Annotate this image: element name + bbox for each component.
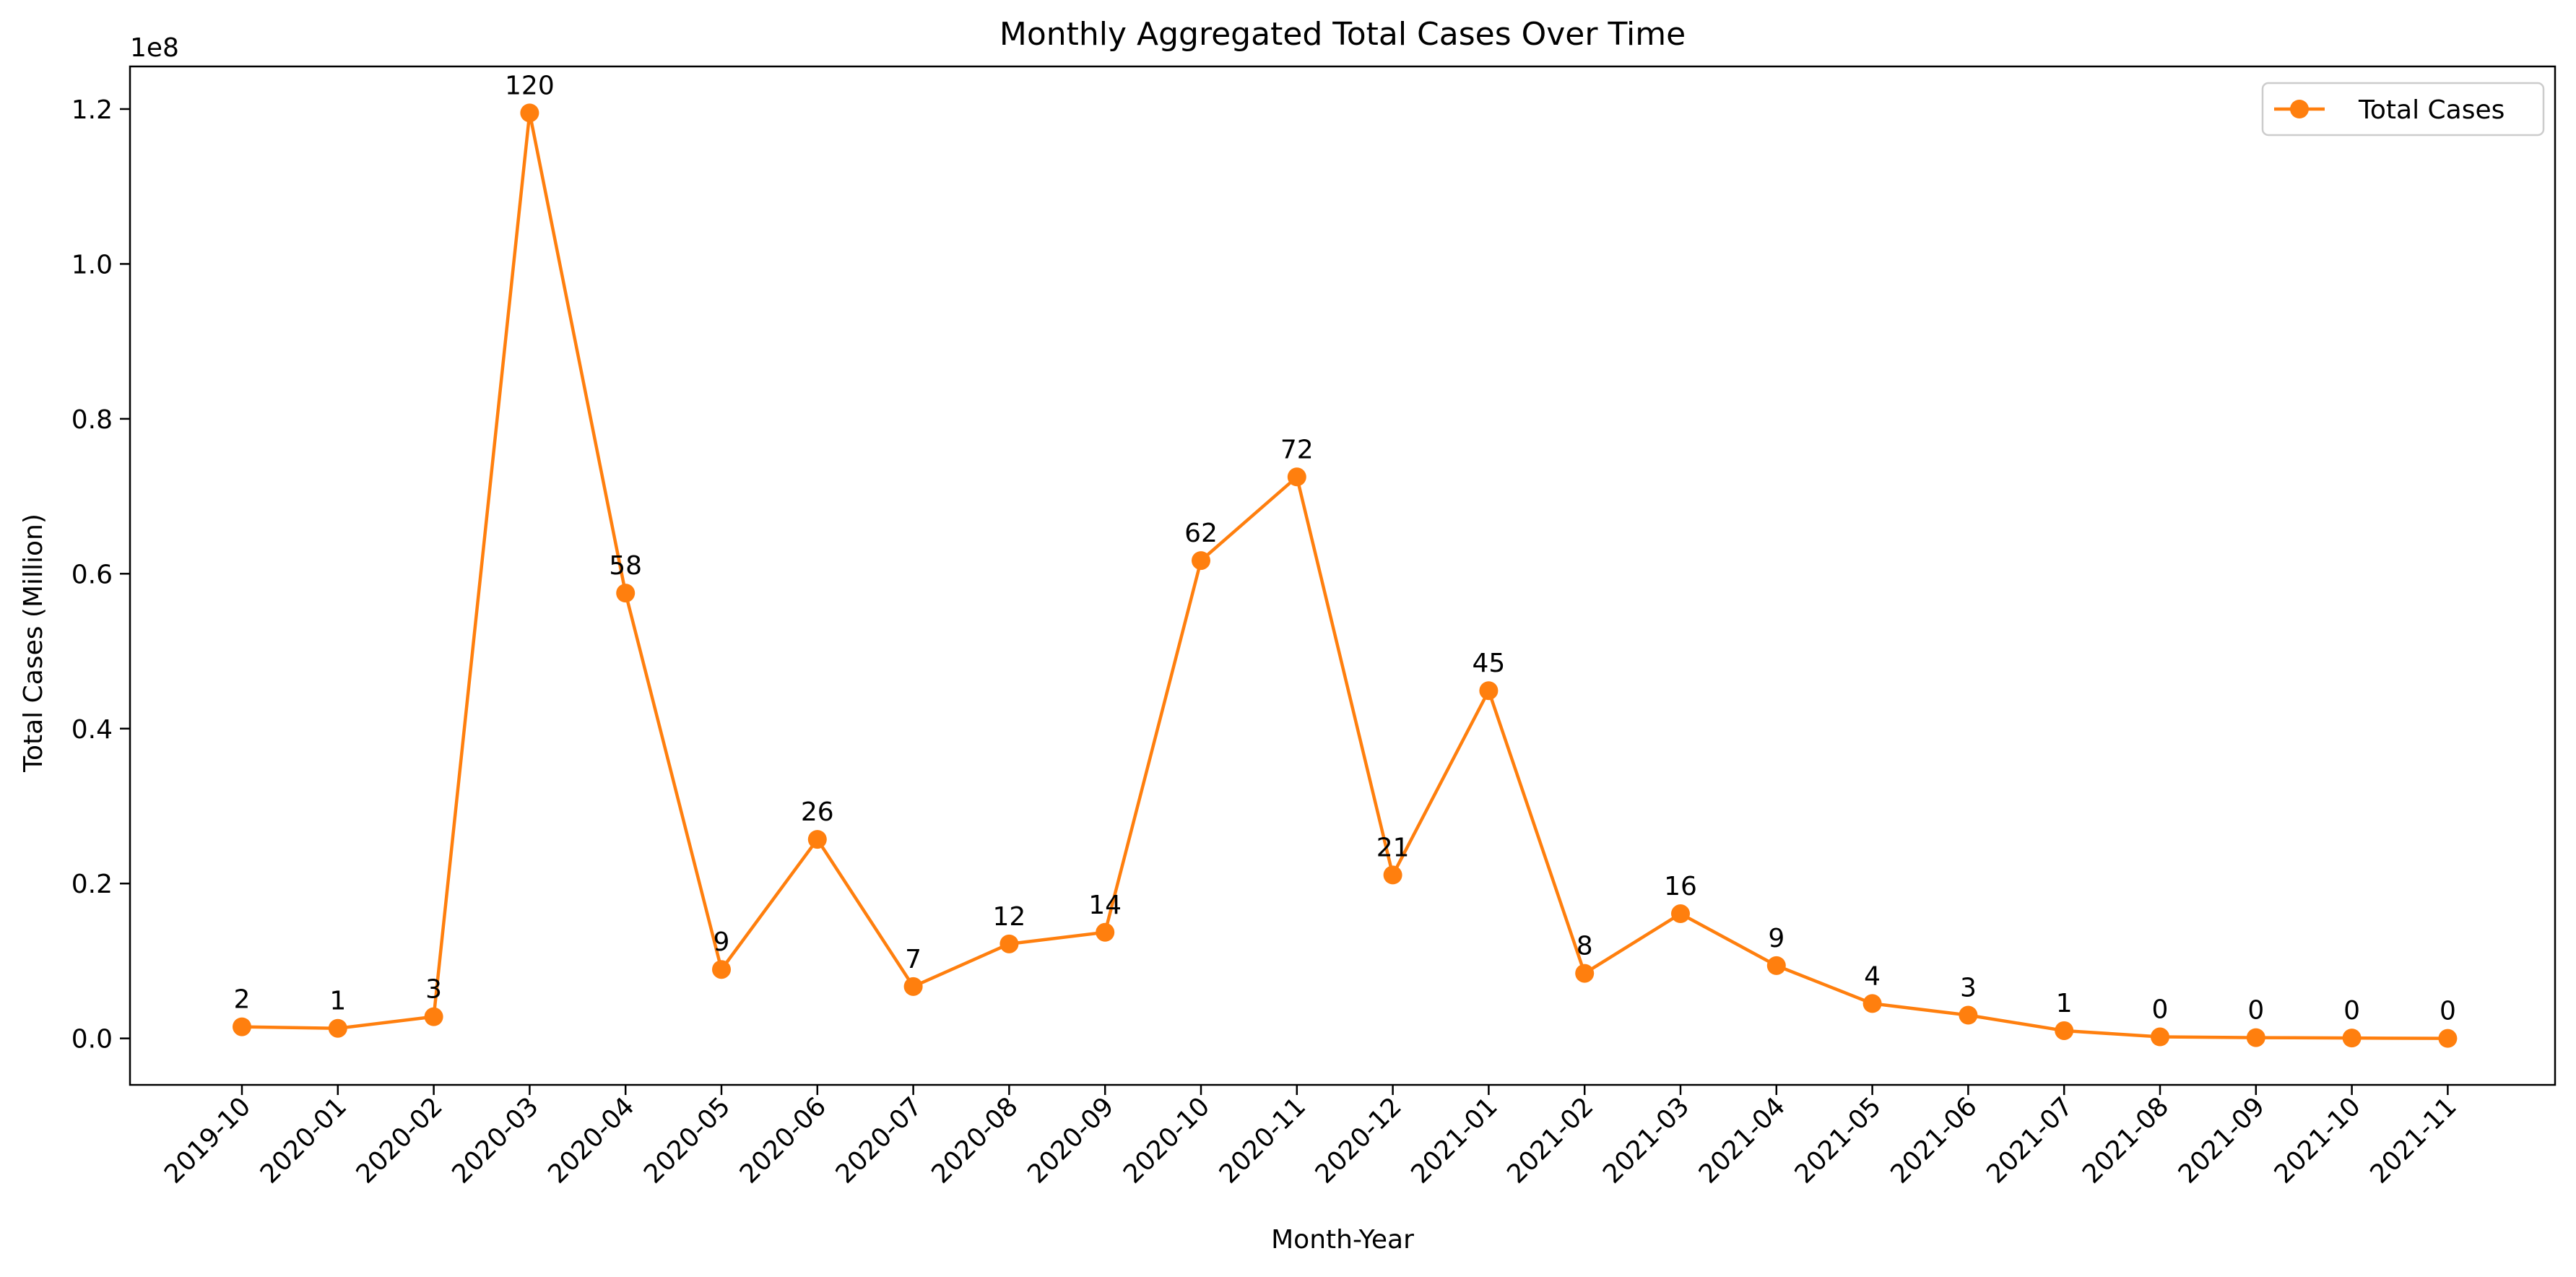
y-tick-label: 0.2: [71, 870, 113, 899]
data-label: 12: [992, 902, 1025, 932]
data-point: [1862, 994, 1882, 1013]
data-point: [1766, 956, 1786, 975]
data-label: 0: [2152, 995, 2169, 1025]
data-point: [520, 103, 539, 123]
data-label: 0: [2247, 996, 2264, 1026]
data-point: [1959, 1005, 1978, 1025]
y-axis-label: Total Cases (Million): [19, 514, 48, 773]
data-point: [999, 934, 1019, 953]
y-tick-label: 0.6: [71, 560, 113, 589]
legend-label: Total Cases: [2358, 95, 2505, 125]
legend-marker: [2290, 100, 2309, 118]
y-tick-label: 0.0: [71, 1025, 113, 1055]
data-label: 62: [1184, 519, 1218, 548]
data-point: [1479, 681, 1499, 701]
data-point: [2342, 1029, 2362, 1048]
data-label: 72: [1280, 435, 1314, 464]
data-point: [1096, 922, 1115, 942]
data-point: [903, 977, 923, 996]
data-label: 9: [714, 927, 730, 957]
x-axis-label: Month-Year: [1271, 1225, 1414, 1255]
data-point: [2246, 1028, 2265, 1047]
data-label: 0: [2343, 996, 2360, 1026]
legend-box: [2261, 82, 2545, 137]
data-label: 7: [905, 945, 921, 974]
data-point: [2438, 1029, 2458, 1048]
data-label: 8: [1577, 932, 1593, 961]
data-label: 120: [505, 71, 555, 100]
y-tick-label: 1.0: [71, 250, 113, 280]
data-point: [1192, 551, 1210, 571]
y-axis-offset-label: 1e8: [130, 33, 179, 63]
y-tick-label: 0.8: [71, 405, 113, 435]
data-label: 21: [1376, 833, 1410, 862]
data-point: [1287, 467, 1306, 487]
data-point: [1671, 904, 1690, 924]
data-label: 4: [1864, 961, 1881, 991]
chart-title: Monthly Aggregated Total Cases Over Time: [999, 16, 1686, 53]
data-point: [424, 1007, 443, 1026]
data-point: [1383, 865, 1402, 885]
series-line: [241, 111, 2448, 1040]
data-label: 45: [1472, 649, 1505, 678]
y-tick-label: 1.2: [71, 95, 113, 125]
data-label: 1: [2056, 989, 2073, 1018]
data-label: 1: [329, 987, 346, 1016]
data-label: 3: [1960, 973, 1977, 1003]
data-point: [807, 830, 827, 849]
data-point: [2151, 1027, 2169, 1047]
data-label: 58: [609, 551, 642, 581]
data-point: [233, 1017, 251, 1036]
y-tick-label: 0.4: [71, 715, 113, 745]
data-point: [2055, 1021, 2074, 1040]
data-point: [712, 960, 731, 979]
data-label: 9: [1768, 924, 1784, 953]
data-label: 16: [1664, 872, 1697, 901]
data-label: 0: [2440, 997, 2456, 1026]
data-point: [328, 1018, 347, 1038]
plot-frame: [129, 65, 2557, 1086]
data-point: [616, 584, 636, 603]
data-label: 26: [801, 797, 834, 827]
data-label: 3: [425, 975, 442, 1005]
data-point: [1575, 964, 1595, 983]
data-label: 14: [1088, 891, 1122, 920]
data-label: 2: [234, 985, 251, 1015]
